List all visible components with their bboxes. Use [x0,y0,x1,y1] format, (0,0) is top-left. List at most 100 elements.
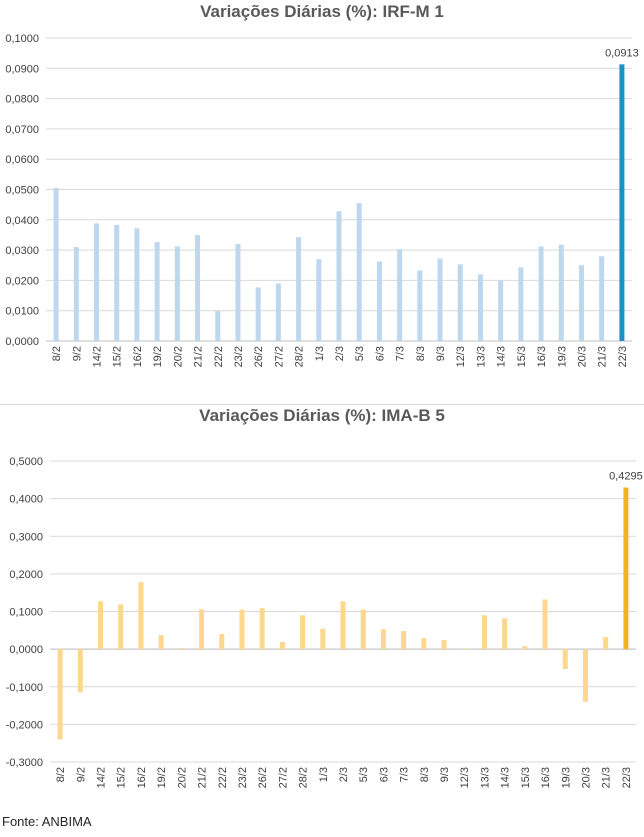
y-tick-label: 0,1000 [9,607,43,619]
bar [255,287,261,341]
bar [558,244,564,341]
x-tick-label: 8/2 [51,346,63,361]
x-tick-label: 16/3 [536,346,548,367]
chart-title: Variações Diárias (%): IMA-B 5 [199,406,445,425]
bar [502,618,508,650]
bar [118,604,124,650]
y-tick-label: 0,0500 [5,185,39,197]
x-tick-label: 8/2 [55,767,67,782]
bar [599,256,605,341]
y-tick-label: 0,3000 [9,531,43,543]
x-tick-label: 14/2 [92,346,104,367]
x-tick-label: 19/2 [152,346,164,367]
bar [154,242,160,341]
bar [578,265,584,341]
bar [279,641,285,650]
x-tick-label: 15/3 [516,346,528,367]
x-tick-label: 22/2 [217,767,229,788]
y-tick-label: -0,2000 [6,719,43,731]
y-tick-label: 0,0000 [5,336,39,348]
source-note: Fonte: ANBIMA [2,814,92,829]
bar [340,601,346,650]
x-tick-label: 22/3 [621,767,633,788]
chart-irf-m-1: Variações Diárias (%): IRF-M 1 0,0000 0,0… [0,0,644,388]
data-label: 0,0913 [605,47,639,59]
bar [376,261,382,341]
bar [94,223,100,341]
bar [518,267,524,341]
chart-ima-b-5: Variações Diárias (%): IMA-B 5 -0,3000 -0… [0,404,644,804]
x-tick-label: 21/2 [193,346,205,367]
y-tick-label: 0,2000 [9,569,43,581]
y-tick-label: 0,0900 [5,63,39,75]
bar [397,249,403,341]
x-tick-label: 15/3 [520,767,532,788]
y-tick-label: 0,0000 [9,644,43,656]
x-tick-label: 19/3 [560,767,572,788]
x-tick-label: 8/3 [419,767,431,782]
bar [457,264,463,341]
x-tick-label: 23/2 [237,767,249,788]
data-label: 0,4295 [609,471,643,483]
x-tick-label: 19/2 [156,767,168,788]
x-tick-label: 27/2 [273,346,285,367]
y-tick-label: 0,0600 [5,154,39,166]
x-tick-label: 9/2 [71,346,83,361]
x-tick-label: 22/2 [213,346,225,367]
bar [158,635,164,650]
y-tick-label: 0,1000 [5,33,39,45]
x-tick-label: 21/2 [197,767,209,788]
bar [219,634,225,650]
bar [441,640,447,650]
bar [360,609,366,650]
bar [259,608,265,650]
x-tick-label: 28/2 [298,767,310,788]
y-tick-label: -0,1000 [6,682,43,694]
x-tick-label: 1/3 [314,346,326,361]
x-tick-label: 8/3 [415,346,427,361]
y-tick-label: 0,5000 [9,456,43,468]
x-tick-label: 2/3 [338,767,350,782]
bar [316,259,322,341]
x-tick-label: 5/3 [354,346,366,361]
bar [174,246,180,341]
x-tick-label: 20/3 [580,767,592,788]
bar [215,311,221,341]
y-tick-label: -0,3000 [6,757,43,769]
divider [0,404,644,405]
bar [582,649,588,702]
x-tick-label: 21/3 [601,767,613,788]
bar [522,646,528,650]
bar [542,599,548,650]
bar [603,637,609,650]
x-tick-label: 16/2 [136,767,148,788]
x-tick-label: 20/2 [176,767,188,788]
bar [239,609,245,650]
bar [461,648,467,650]
bar [417,270,423,341]
x-tick-label: 6/3 [374,346,386,361]
x-tick-label: 1/3 [318,767,330,782]
x-tick-label: 26/2 [257,767,269,788]
x-tick-label: 21/3 [597,346,609,367]
x-tick-label: 15/2 [116,767,128,788]
x-tick-label: 15/2 [112,346,124,367]
bar [275,283,281,341]
bar [77,649,83,693]
y-tick-label: 0,0200 [5,275,39,287]
y-tick-label: 0,0700 [5,124,39,136]
y-tick-label: 0,0300 [5,245,39,257]
x-tick-label: 9/3 [435,346,447,361]
x-tick-label: 20/2 [172,346,184,367]
bar [98,601,104,650]
chart-plot-area: -0,3000 -0,2000 -0,1000 0,0000 0,1000 0,2000 0… [6,456,643,788]
x-tick-label: 7/3 [395,346,407,361]
bar [336,211,342,341]
x-tick-label: 5/3 [358,767,370,782]
x-tick-label: 22/3 [617,346,629,367]
bar [57,649,63,740]
chart-plot-area: 0,0000 0,0100 0,0200 0,0300 0,0400 0,0500 0,06… [5,33,639,367]
x-tick-label: 14/3 [500,767,512,788]
bar [623,487,629,650]
x-tick-label: 26/2 [253,346,265,367]
